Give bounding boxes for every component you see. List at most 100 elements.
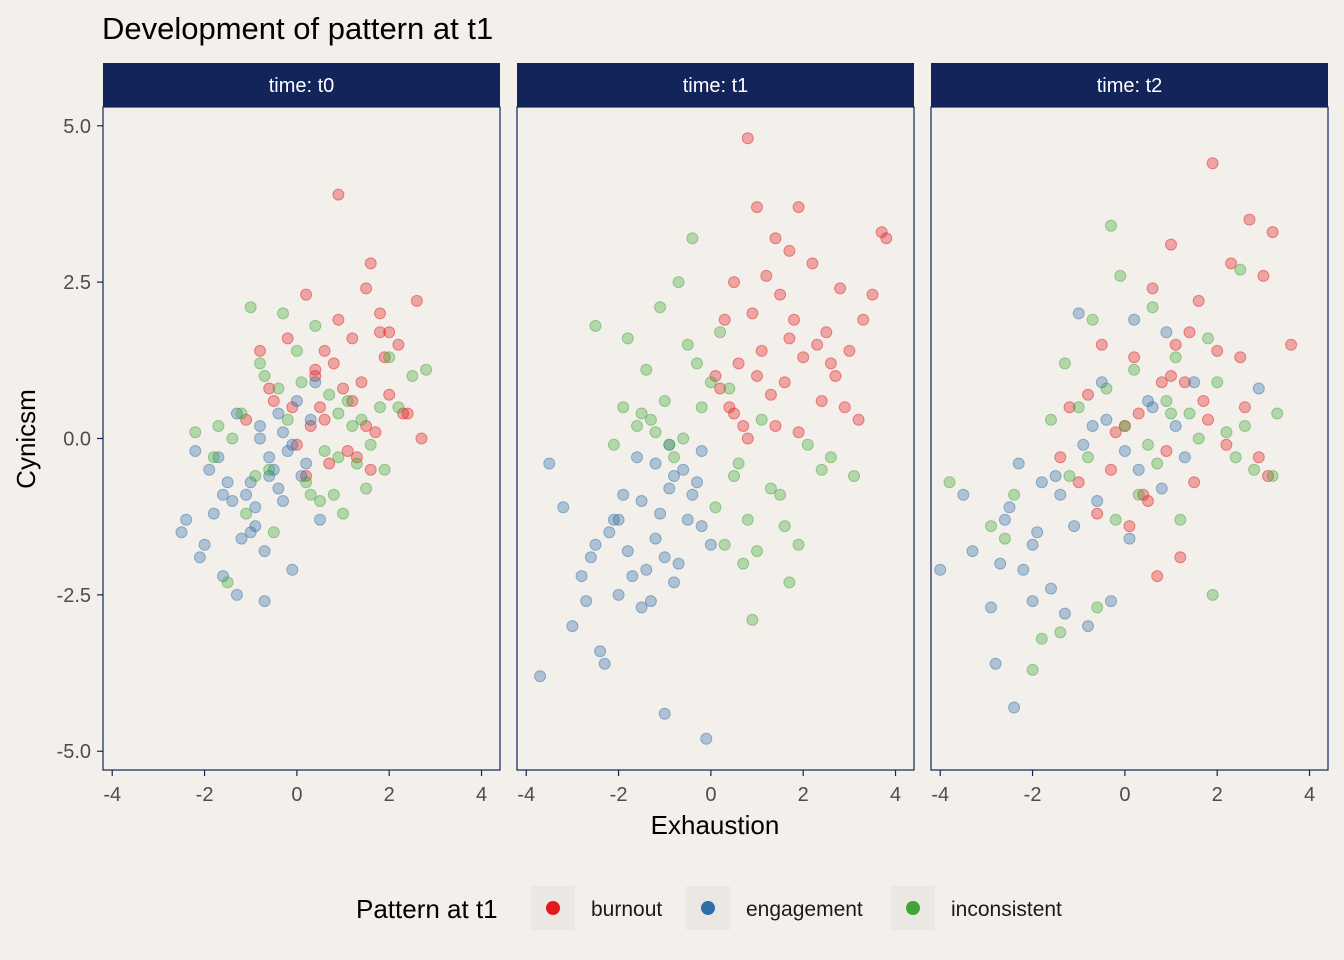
- data-point: [249, 501, 262, 514]
- data-point: [792, 538, 805, 551]
- data-point: [1082, 451, 1094, 464]
- data-point: [820, 326, 833, 339]
- data-point: [607, 513, 620, 526]
- data-point: [751, 201, 763, 214]
- data-point: [1063, 401, 1076, 414]
- data-point: [327, 488, 340, 501]
- x-tick-label: -4: [517, 784, 535, 806]
- x-tick-label: 0: [1119, 784, 1130, 806]
- facet-panel: time: t2: [930, 63, 1329, 771]
- legend: Pattern at t1 burnout engagement inconsist…: [356, 886, 1062, 930]
- data-point: [235, 407, 248, 420]
- data-point: [1095, 338, 1108, 351]
- data-point: [737, 420, 750, 432]
- data-point: [741, 432, 754, 445]
- data-point: [723, 401, 736, 414]
- data-point: [672, 276, 685, 289]
- data-point: [751, 545, 763, 558]
- data-point: [1031, 526, 1044, 539]
- data-point: [857, 313, 870, 326]
- x-tick-label: 4: [476, 784, 487, 806]
- data-point: [1054, 488, 1067, 501]
- data-point: [1229, 451, 1242, 464]
- data-point: [663, 438, 676, 451]
- data-point: [249, 470, 262, 482]
- data-point: [566, 620, 579, 633]
- data-point: [258, 370, 271, 382]
- data-point: [1109, 426, 1122, 439]
- data-point: [691, 357, 703, 370]
- data-point: [392, 338, 405, 351]
- data-point: [1026, 663, 1039, 676]
- data-point: [1095, 376, 1108, 389]
- data-point: [575, 570, 588, 583]
- data-point: [378, 463, 391, 476]
- data-point: [1086, 313, 1099, 326]
- data-point: [272, 407, 285, 420]
- data-point: [755, 413, 768, 426]
- series-burnout: [1054, 157, 1298, 583]
- data-point: [783, 332, 796, 345]
- panel-frame: [516, 106, 915, 771]
- data-point: [695, 520, 708, 533]
- data-point: [401, 407, 414, 420]
- data-point: [1105, 463, 1117, 476]
- data-point: [277, 426, 289, 439]
- data-point: [1012, 457, 1025, 470]
- data-point: [193, 551, 206, 564]
- data-point: [764, 482, 777, 495]
- x-tick-label: 4: [890, 784, 901, 806]
- data-point: [640, 363, 653, 376]
- data-point: [994, 557, 1007, 570]
- data-point: [728, 407, 740, 420]
- data-point: [244, 476, 257, 489]
- data-point: [1114, 269, 1127, 282]
- data-point: [1072, 476, 1085, 489]
- data-point: [1100, 382, 1113, 395]
- data-point: [1058, 357, 1071, 370]
- data-point: [304, 420, 317, 432]
- data-point: [221, 576, 234, 589]
- data-point: [848, 470, 860, 482]
- data-point: [378, 351, 391, 364]
- data-point: [640, 563, 653, 576]
- y-tick-label: -5.0: [57, 741, 91, 763]
- data-point: [1058, 607, 1071, 620]
- data-point: [341, 395, 354, 407]
- data-point: [1035, 476, 1048, 489]
- data-point: [364, 463, 377, 476]
- y-axis: 5.0 2.5 0.0 -2.5 -5.0: [57, 116, 103, 763]
- data-point: [594, 645, 607, 658]
- data-point: [1169, 420, 1182, 432]
- data-point: [1206, 157, 1219, 170]
- data-point: [718, 538, 731, 551]
- data-point: [792, 201, 805, 214]
- data-point: [286, 563, 299, 576]
- legend-label: burnout: [591, 898, 662, 921]
- data-point: [1183, 407, 1196, 420]
- x-tick-label: -2: [196, 784, 214, 806]
- data-point: [189, 445, 202, 457]
- data-point: [663, 438, 676, 451]
- data-point: [589, 319, 602, 332]
- data-point: [1271, 407, 1284, 420]
- data-point: [644, 595, 657, 608]
- x-axes: -4 -2 0 2 4 -4 -2 0 2 4 -4 -2 0 2 4: [103, 770, 1315, 806]
- data-point: [420, 363, 433, 376]
- data-point: [295, 470, 308, 482]
- y-tick-label: 5.0: [63, 116, 91, 138]
- data-point: [649, 457, 662, 470]
- data-point: [323, 388, 336, 401]
- chart-title: Development of pattern at t1: [102, 11, 493, 46]
- data-point: [230, 588, 243, 601]
- data-point: [397, 407, 410, 420]
- data-point: [1285, 338, 1298, 351]
- data-point: [778, 376, 791, 389]
- data-point: [792, 426, 805, 439]
- data-point: [824, 357, 837, 370]
- series-inconsistent: [943, 219, 1284, 676]
- data-point: [1266, 470, 1279, 482]
- data-point: [1045, 413, 1057, 426]
- data-point: [254, 357, 266, 370]
- data-point: [686, 488, 699, 501]
